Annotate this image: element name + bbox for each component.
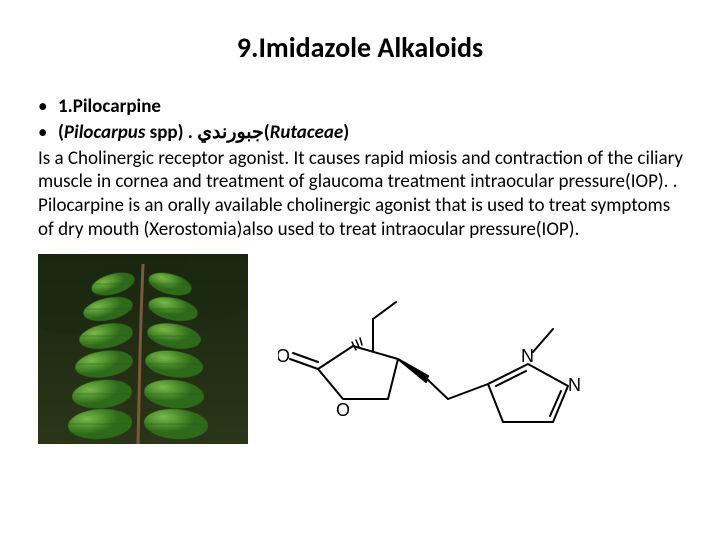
bullet-1-term: Pilocarpine (73, 95, 161, 118)
svg-text:N: N (568, 375, 581, 395)
b2-spp: spp (145, 121, 177, 144)
svg-text:N: N (521, 346, 534, 366)
svg-text:O: O (336, 400, 350, 420)
slide-title: 9.Imidazole Alkaloids (30, 30, 690, 65)
b2-genus: Pilocarpus (64, 121, 145, 144)
content-block: 1.Pilocarpine (Pilocarpus spp) . جبورندي… (30, 95, 690, 444)
chemical-structure: O O (278, 294, 628, 429)
b2-after: ) . (178, 121, 198, 144)
b2-arabic: جبورندي (197, 121, 264, 144)
body-paragraph: Is a Cholinergic receptor agonist. It ca… (30, 147, 690, 242)
b2-family: Rutaceae (270, 121, 344, 144)
image-row: O O (38, 254, 690, 444)
b2-paren-close: ) (343, 121, 349, 144)
slide-container: 9.Imidazole Alkaloids 1.Pilocarpine (Pil… (0, 0, 720, 540)
bullet-2: (Pilocarpus spp) . جبورندي(Rutaceae) (30, 121, 690, 145)
svg-text:O: O (278, 346, 290, 366)
plant-photo (38, 254, 248, 444)
bullet-1-prefix: 1. (58, 95, 73, 118)
bullet-1: 1.Pilocarpine (30, 95, 690, 119)
